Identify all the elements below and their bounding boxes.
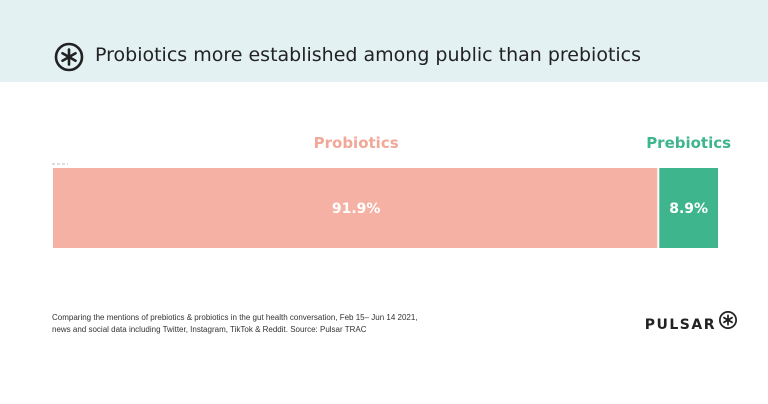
pulsar-asterisk-icon bbox=[719, 311, 737, 329]
value-label-prebiotics: 8.9% bbox=[669, 201, 708, 217]
brand-logo: PULSAR bbox=[644, 311, 738, 333]
footnote-line-2: news and social data including Twitter, … bbox=[52, 325, 367, 334]
header-banner: Probiotics more established among public… bbox=[0, 0, 768, 82]
bar-segments bbox=[53, 168, 718, 248]
category-label-prebiotics: Prebiotics bbox=[646, 134, 731, 152]
footnote-line-1: Comparing the mentions of prebiotics & p… bbox=[52, 313, 418, 322]
bar-prebiotics bbox=[659, 168, 718, 248]
pulsar-asterisk-icon bbox=[54, 42, 84, 72]
bar-probiotics bbox=[53, 168, 658, 248]
brand-name: PULSAR bbox=[644, 317, 716, 333]
value-label-probiotics: 91.9% bbox=[332, 201, 381, 217]
footnote: Comparing the mentions of prebiotics & p… bbox=[52, 312, 492, 336]
page-title: Probiotics more established among public… bbox=[95, 44, 642, 66]
value-labels: 91.9% 8.9% bbox=[332, 201, 708, 217]
stacked-bar-chart: Probiotics Prebiotics 91.9% 8.9% bbox=[52, 134, 732, 248]
category-label-probiotics: Probiotics bbox=[314, 134, 399, 152]
category-labels: Probiotics Prebiotics bbox=[314, 134, 732, 152]
